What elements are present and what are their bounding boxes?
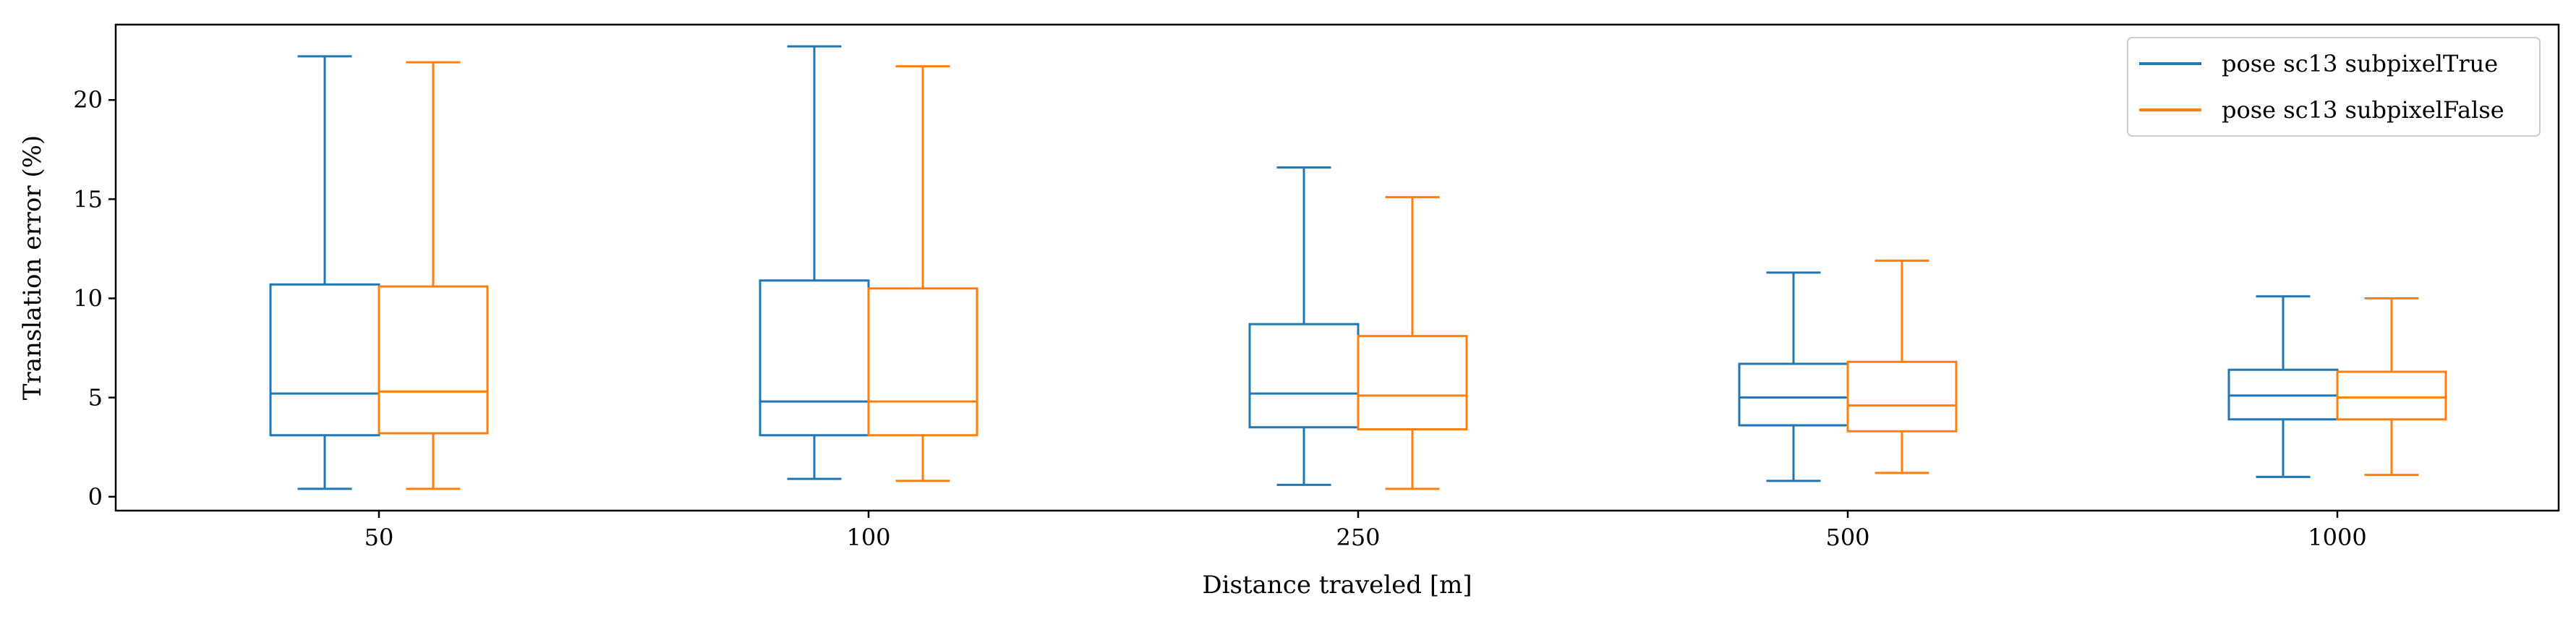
x-axis-label: Distance traveled [m] <box>1202 571 1472 600</box>
x-axis: 50 100 250 500 1000 <box>364 511 2367 551</box>
y-axis: 0 5 10 15 20 <box>73 86 116 511</box>
iqr-box <box>1738 362 1849 427</box>
iqr-box <box>269 283 380 437</box>
box-subpixel-false-250 <box>1357 196 1468 490</box>
box-subpixel-false-1000 <box>2336 297 2447 477</box>
iqr-box <box>1846 360 1958 433</box>
iqr-box <box>2336 370 2447 421</box>
legend-label-subpixel-true: pose sc13 subpixelTrue <box>2222 50 2498 77</box>
iqr-box <box>1248 323 1360 429</box>
box-subpixel-false-100 <box>867 65 978 482</box>
box-subpixel-true-500 <box>1738 271 1849 482</box>
box-subpixel-false-50 <box>378 61 489 490</box>
y-tick-label: 15 <box>73 185 103 213</box>
iqr-box <box>759 279 870 437</box>
y-axis-label: Translation error (%) <box>18 135 47 400</box>
y-tick-label: 0 <box>88 483 103 511</box>
box-subpixel-true-50 <box>269 55 380 490</box>
iqr-box <box>867 287 978 437</box>
x-tick-label: 100 <box>846 524 890 551</box>
box-subpixel-false-500 <box>1846 259 1958 474</box>
legend: pose sc13 subpixelTrue pose sc13 subpixe… <box>2127 37 2541 137</box>
x-tick-label: 500 <box>1825 524 1869 551</box>
iqr-box <box>378 285 489 435</box>
x-tick-label: 1000 <box>2308 524 2366 551</box>
x-tick-label: 250 <box>1336 524 1380 551</box>
plot-area <box>114 23 2560 512</box>
box-subpixel-true-100 <box>759 45 870 480</box>
iqr-box <box>1357 335 1468 431</box>
y-tick-label: 5 <box>88 384 103 412</box>
x-tick-label: 50 <box>364 524 394 551</box>
y-tick-label: 10 <box>73 285 103 312</box>
legend-label-subpixel-false: pose sc13 subpixelFalse <box>2222 96 2504 124</box>
box-subpixel-true-1000 <box>2227 295 2339 478</box>
legend-frame <box>2127 37 2541 137</box>
box-subpixel-true-250 <box>1248 166 1360 486</box>
box-series <box>269 45 2447 490</box>
y-tick-label: 20 <box>73 86 103 114</box>
